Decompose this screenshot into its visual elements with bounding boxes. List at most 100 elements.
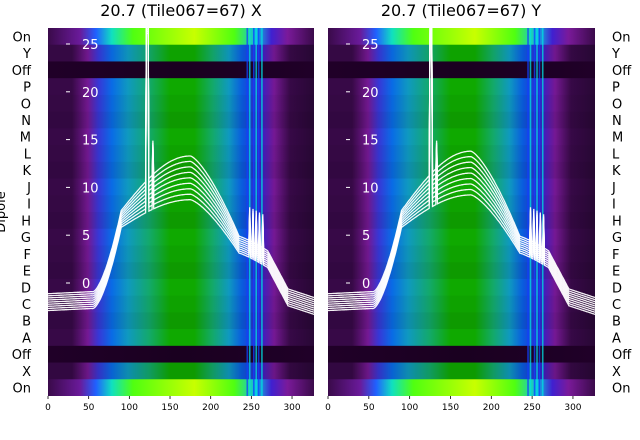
x-tick-label: 250 [243,403,260,413]
y-axis-label: Dipole [0,191,9,232]
spectrum-line [48,30,314,313]
heatmap-row-shade [48,312,314,330]
dipole-label: Off [12,348,32,363]
dipole-label: On [612,382,630,397]
heatmap-row-shade [328,212,595,230]
dipole-label: L [24,147,32,162]
x-tick-label: 300 [564,403,581,413]
dipole-label: N [21,114,31,129]
dipole-label: On [612,30,630,45]
dipole-label: E [23,265,31,280]
dipole-label: D [21,281,31,296]
dipole-label: X [612,365,621,380]
spectrum-line [328,28,595,309]
x-tick-label: 50 [363,403,375,413]
dipole-label: B [22,315,31,330]
x-tick-label: 150 [161,403,178,413]
x-tick-label: 50 [83,403,95,413]
dipole-label: K [22,164,31,179]
x-tick-label: 0 [325,403,331,413]
dipole-label: I [612,198,616,213]
x-tick-label: 200 [483,403,500,413]
overlay-tick-label: 15 [82,134,99,149]
dipole-label: G [21,231,31,246]
spectrum-line [328,30,595,313]
heatmap-row [328,61,595,79]
dipole-label: K [612,164,621,179]
rfi-stripe [527,28,529,396]
rfi-stripe [533,28,536,396]
spectrum-line [48,28,314,309]
heatmap-row-shade [48,362,314,380]
dipole-label: E [612,265,620,280]
dipole-label: P [23,81,31,96]
x-tick-label: 200 [202,403,219,413]
rfi-stripe [252,28,255,396]
dipole-label: D [612,281,622,296]
heatmap-row-shade [328,362,595,380]
dipole-label: I [27,198,31,213]
heatmap-row-shade [328,245,595,263]
spectrum-line [48,28,314,299]
x-tick-label: 300 [283,403,300,413]
heatmap-row-shade [328,329,595,347]
dipole-label: Off [612,348,632,363]
spectrum-line [48,32,314,316]
overlay-tick-label: 5 [362,229,370,244]
x-tick-label: 250 [524,403,541,413]
dipole-label: C [612,298,621,313]
heatmap-row-shade [328,111,595,129]
overlay-tick-label: 5 [82,229,90,244]
dipole-label: L [612,147,620,162]
spectrum-line [48,28,314,311]
dipole-label: A [612,331,621,346]
dipole-label: P [612,81,620,96]
dipole-label: O [21,97,31,112]
spectrum-line [328,28,595,299]
spectrum-line [328,28,595,307]
spectrum-line [328,28,595,303]
spectrum-line [328,28,595,301]
x-tick-label: 0 [45,403,51,413]
spectrum-line [48,28,314,307]
dipole-label: M [20,131,31,146]
spectrum-line [48,28,314,303]
dipole-label: On [13,382,31,397]
heatmap-row-shade [48,111,314,129]
dipole-label: N [612,114,622,129]
heatmap-row-shade [328,312,595,330]
rfi-stripe [257,28,260,396]
dipole-label: O [612,97,622,112]
rfi-stripe [261,28,263,396]
dipole-label: G [612,231,622,246]
overlay-tick-label: 15 [362,134,379,149]
heatmap-row [48,345,314,364]
overlay-tick-label: 20 [362,86,379,101]
chart-title-y: 20.7 (Tile067=67) Y [381,1,542,20]
heatmap-row-shade [328,195,595,213]
overlay-tick-label: 20 [82,86,99,101]
overlay-tick-label: 0 [362,277,370,292]
dipole-label: C [22,298,31,313]
dipole-label: F [612,248,619,263]
dipole-label: Off [612,64,632,79]
dipole-label: J [611,181,616,196]
dipole-label: On [13,30,31,45]
overlay-tick-label: 10 [82,181,99,196]
dipole-label: X [22,365,31,380]
dipole-label: Y [22,47,31,62]
rfi-stripe [246,28,249,396]
heatmap-row-shade [48,195,314,213]
heatmap-row-shade [48,212,314,230]
dipole-label: H [21,214,31,229]
heatmap-row-shade [48,329,314,347]
spectrum-line [48,28,314,305]
dipole-label: Off [12,64,32,79]
overlay-tick-label: 25 [362,38,379,53]
dipole-label: A [22,331,31,346]
x-tick-label: 100 [401,403,418,413]
